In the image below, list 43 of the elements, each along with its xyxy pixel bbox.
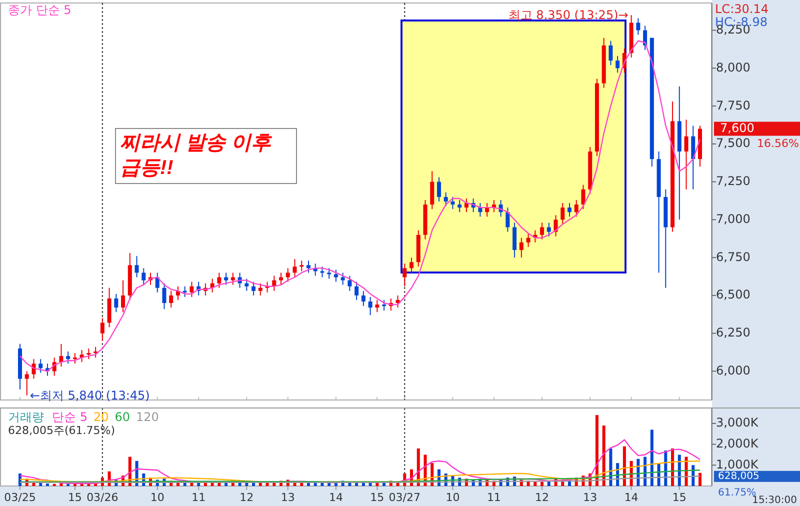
y-tick-label: 6,750 [716, 250, 750, 264]
chart-title: 거래량 [8, 410, 44, 424]
y-tick-label: 6,000 [716, 363, 750, 378]
text: 16.56% [757, 136, 799, 150]
x-tick-label: 15 [68, 491, 82, 504]
text: LC:30.14 [715, 2, 768, 16]
y-tick-label: 6,250 [716, 326, 750, 340]
x-tick-label: 15 [370, 491, 384, 504]
text: 60 [114, 410, 130, 424]
x-tick-label: 11 [192, 491, 206, 504]
text: 120 [136, 410, 159, 424]
y-tick-label: 7,500 [716, 136, 750, 150]
x-tick-label: 15 [672, 491, 686, 504]
y-tick-label: 2,000K [716, 436, 760, 451]
text: 종가 단순 5 [8, 3, 72, 17]
y-tick-label: 7,250 [716, 174, 750, 188]
y-tick-label: 6,500 [716, 288, 750, 302]
y-tick-label: 8,000 [716, 60, 750, 74]
x-tick-label: 14 [624, 491, 638, 504]
x-tick-label: 13 [280, 491, 295, 504]
y-tick-label: 7,000 [716, 212, 750, 226]
x-tick-label: 03/25 [4, 491, 36, 504]
y-tick-label: 1,000K [716, 457, 760, 472]
x-tick-label: 11 [486, 491, 501, 504]
annotation: ←최저 5,840 (13:45) [30, 388, 150, 402]
x-tick-label: 12 [240, 491, 254, 504]
annotation: 최고 8,350 (13:25)→ [508, 8, 628, 22]
text: 628,005 [718, 471, 760, 482]
x-tick-label: 13 [583, 491, 598, 504]
annotation: 찌라시 발송 이후 급등!! [115, 128, 297, 184]
x-tick-label: 14 [328, 491, 343, 504]
text: 단순 5 [52, 410, 88, 424]
annotation: 628,005주(61.75%) [8, 424, 116, 437]
text: 15:30:00 [752, 495, 797, 506]
x-tick-label: 03/27 [388, 491, 420, 504]
y-tick-label: 3,000K [716, 416, 760, 430]
y-tick-label: 7,750 [716, 98, 750, 112]
x-tick-label: 10 [446, 491, 460, 504]
text: 20 [93, 410, 109, 424]
x-tick-label: 12 [535, 491, 550, 504]
text: 7,600 [720, 121, 754, 136]
x-tick-label: 03/26 [86, 491, 118, 504]
x-tick-label: 10 [150, 491, 164, 504]
